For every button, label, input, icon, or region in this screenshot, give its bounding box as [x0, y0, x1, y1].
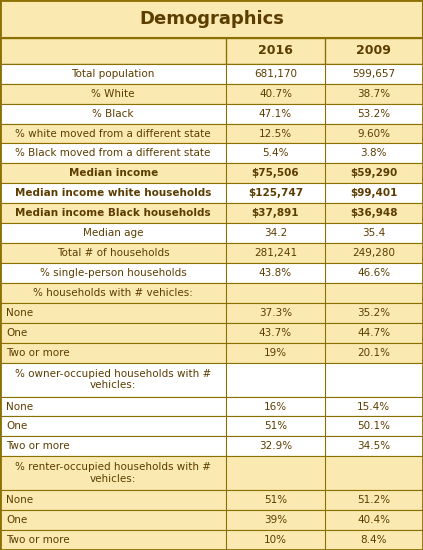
- Text: One: One: [6, 421, 27, 431]
- Text: 40.4%: 40.4%: [357, 515, 390, 525]
- Text: 2016: 2016: [258, 45, 293, 57]
- Text: 51%: 51%: [264, 421, 287, 431]
- Text: 599,657: 599,657: [352, 69, 396, 79]
- Text: 19%: 19%: [264, 348, 287, 358]
- Text: 2009: 2009: [357, 45, 391, 57]
- Bar: [0, 84, 423, 103]
- Text: 249,280: 249,280: [352, 248, 396, 258]
- Text: $75,506: $75,506: [252, 168, 299, 178]
- Text: 50.1%: 50.1%: [357, 421, 390, 431]
- Text: % single-person households: % single-person households: [40, 268, 187, 278]
- Text: Two or more: Two or more: [6, 348, 70, 358]
- Text: 8.4%: 8.4%: [360, 535, 387, 545]
- Text: Two or more: Two or more: [6, 442, 70, 452]
- Bar: [0, 530, 423, 550]
- Text: % renter-occupied households with #
vehicles:: % renter-occupied households with # vehi…: [15, 463, 211, 484]
- Text: $37,891: $37,891: [252, 208, 299, 218]
- Bar: [0, 124, 423, 144]
- Bar: [0, 0, 423, 38]
- Bar: [0, 343, 423, 362]
- Text: None: None: [6, 495, 33, 505]
- Text: 281,241: 281,241: [254, 248, 297, 258]
- Bar: [0, 303, 423, 323]
- Text: 51.2%: 51.2%: [357, 495, 390, 505]
- Bar: [0, 283, 423, 303]
- Bar: [0, 64, 423, 84]
- Text: 9.60%: 9.60%: [357, 129, 390, 139]
- Bar: [0, 436, 423, 456]
- Text: $59,290: $59,290: [350, 168, 398, 178]
- Text: 12.5%: 12.5%: [259, 129, 292, 139]
- Text: % White: % White: [91, 89, 135, 98]
- Text: 51%: 51%: [264, 495, 287, 505]
- Bar: [0, 263, 423, 283]
- Text: 37.3%: 37.3%: [259, 308, 292, 318]
- Text: 47.1%: 47.1%: [259, 108, 292, 119]
- Text: 35.2%: 35.2%: [357, 308, 390, 318]
- Bar: [0, 243, 423, 263]
- Text: $36,948: $36,948: [350, 208, 398, 218]
- Text: None: None: [6, 308, 33, 318]
- Text: 34.2: 34.2: [264, 228, 287, 238]
- Bar: [0, 416, 423, 436]
- Text: One: One: [6, 515, 27, 525]
- Text: 39%: 39%: [264, 515, 287, 525]
- Text: 3.8%: 3.8%: [360, 148, 387, 158]
- Text: Median income Black households: Median income Black households: [15, 208, 211, 218]
- Bar: [0, 204, 423, 223]
- Text: 43.7%: 43.7%: [259, 328, 292, 338]
- Text: Median income: Median income: [69, 168, 158, 178]
- Text: Demographics: Demographics: [139, 10, 284, 28]
- Text: $125,747: $125,747: [248, 188, 303, 199]
- Text: 10%: 10%: [264, 535, 287, 545]
- Text: Total # of households: Total # of households: [57, 248, 170, 258]
- Bar: [0, 510, 423, 530]
- Text: 53.2%: 53.2%: [357, 108, 390, 119]
- Text: Median income white households: Median income white households: [15, 188, 212, 199]
- Text: % Black moved from a different state: % Black moved from a different state: [16, 148, 211, 158]
- Text: 15.4%: 15.4%: [357, 402, 390, 411]
- Text: % owner-occupied households with #
vehicles:: % owner-occupied households with # vehic…: [15, 369, 211, 390]
- Bar: [0, 456, 423, 490]
- Text: 16%: 16%: [264, 402, 287, 411]
- Text: 38.7%: 38.7%: [357, 89, 390, 98]
- Bar: [0, 38, 423, 64]
- Text: 5.4%: 5.4%: [262, 148, 289, 158]
- Bar: [0, 163, 423, 183]
- Bar: [0, 144, 423, 163]
- Text: 40.7%: 40.7%: [259, 89, 292, 98]
- Text: 20.1%: 20.1%: [357, 348, 390, 358]
- Text: Median age: Median age: [83, 228, 143, 238]
- Text: Total population: Total population: [71, 69, 155, 79]
- Text: 46.6%: 46.6%: [357, 268, 390, 278]
- Bar: [0, 223, 423, 243]
- Bar: [0, 323, 423, 343]
- Bar: [0, 490, 423, 510]
- Text: % households with # vehicles:: % households with # vehicles:: [33, 288, 193, 298]
- Text: 43.8%: 43.8%: [259, 268, 292, 278]
- Bar: [0, 103, 423, 124]
- Text: 681,170: 681,170: [254, 69, 297, 79]
- Bar: [0, 362, 423, 397]
- Text: 44.7%: 44.7%: [357, 328, 390, 338]
- Text: One: One: [6, 328, 27, 338]
- Text: % white moved from a different state: % white moved from a different state: [15, 129, 211, 139]
- Text: % Black: % Black: [92, 108, 134, 119]
- Bar: [0, 397, 423, 416]
- Text: 35.4: 35.4: [362, 228, 385, 238]
- Text: None: None: [6, 402, 33, 411]
- Text: 34.5%: 34.5%: [357, 442, 390, 452]
- Bar: [0, 183, 423, 204]
- Text: $99,401: $99,401: [350, 188, 398, 199]
- Text: Two or more: Two or more: [6, 535, 70, 545]
- Text: 32.9%: 32.9%: [259, 442, 292, 452]
